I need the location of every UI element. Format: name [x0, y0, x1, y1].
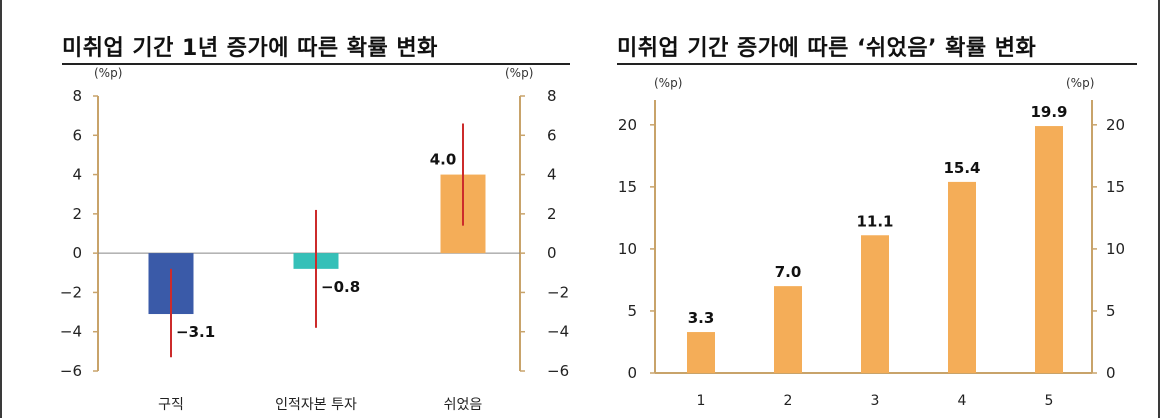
y-tick-label-right: 10 [1106, 240, 1125, 258]
y-tick-label-right: 4 [547, 166, 557, 184]
category-label: 2 [784, 393, 793, 409]
category-label: 4 [958, 393, 967, 409]
category-label: 구직 [158, 397, 184, 413]
bar [948, 181, 976, 373]
y-tick-label-right: −6 [547, 362, 569, 380]
y-tick-label-right: 20 [1106, 116, 1125, 134]
right-chart-title: 미취업 기간 증가에 따른 ‘쉬었음’ 확률 변화 [617, 30, 1137, 65]
y-tick-label-left: −2 [60, 283, 82, 301]
y-tick-label-left: −6 [60, 362, 82, 380]
y-tick-label-right: 15 [1106, 178, 1125, 196]
data-label: −3.1 [176, 323, 215, 341]
y-tick-label-left: 6 [72, 126, 82, 144]
y-tick-label-right: 8 [547, 87, 557, 105]
y-tick-label-right: −2 [547, 283, 569, 301]
y-tick-label-right: 6 [547, 126, 557, 144]
left-chart-title: 미취업 기간 1년 증가에 따른 확률 변화 [62, 30, 570, 65]
y-tick-label-right: −4 [547, 323, 569, 341]
y-tick-label-left: 0 [627, 364, 637, 382]
category-label: 쉬었음 [444, 397, 483, 413]
data-label: 7.0 [775, 263, 802, 281]
category-label: 인적자본 투자 [275, 397, 357, 413]
y-tick-label-left: 4 [72, 166, 82, 184]
y-tick-label-left: 5 [627, 302, 637, 320]
unit-label-right: (%p) [505, 66, 533, 80]
data-label: 3.3 [688, 309, 715, 327]
y-tick-label-right: 0 [547, 244, 557, 262]
bar [1035, 126, 1063, 374]
unit-label-left: (%p) [94, 66, 122, 80]
y-tick-label-left: −4 [60, 323, 82, 341]
y-tick-label-left: 8 [72, 87, 82, 105]
data-label: 4.0 [430, 151, 457, 169]
data-label: 11.1 [856, 212, 893, 230]
frame-left-border [0, 0, 2, 418]
category-label: 1 [697, 393, 706, 409]
y-tick-label-left: 20 [618, 116, 637, 134]
category-label: 5 [1045, 393, 1054, 409]
data-label: 19.9 [1030, 103, 1067, 121]
y-tick-label-right: 2 [547, 205, 557, 223]
unit-label-left: (%p) [654, 76, 682, 90]
data-label: −0.8 [321, 278, 360, 296]
category-label: 3 [871, 393, 880, 409]
y-tick-label-left: 0 [72, 244, 82, 262]
y-tick-label-left: 15 [618, 178, 637, 196]
y-tick-label-left: 2 [72, 205, 82, 223]
bar [861, 235, 889, 373]
frame-right-border [1158, 0, 1160, 418]
y-tick-label-right: 5 [1106, 302, 1116, 320]
y-tick-label-right: 0 [1106, 364, 1116, 382]
y-tick-label-left: 10 [618, 240, 637, 258]
bar [774, 286, 802, 373]
data-label: 15.4 [943, 159, 980, 177]
bar [687, 332, 715, 373]
unit-label-right: (%p) [1066, 76, 1094, 90]
